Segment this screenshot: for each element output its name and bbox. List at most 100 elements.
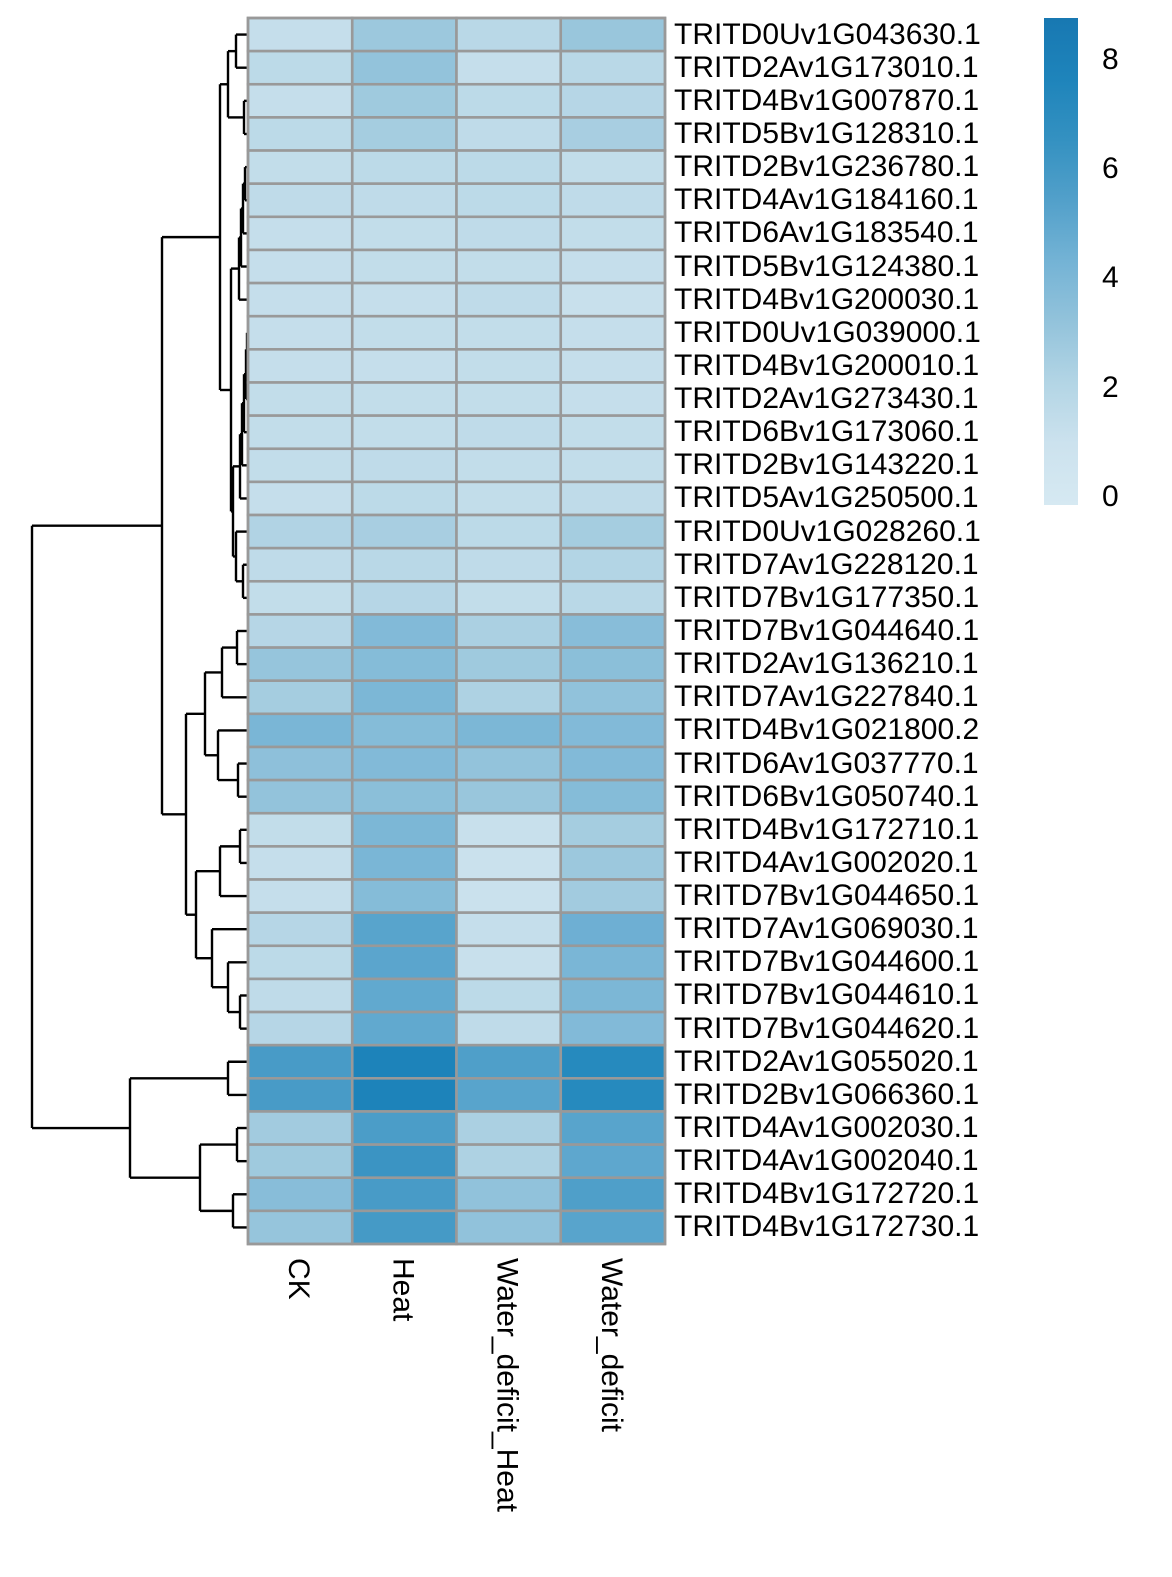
- row-label: TRITD7Av1G069030.1: [674, 912, 979, 946]
- heatmap-cell: [559, 1010, 667, 1047]
- heatmap-cell: [246, 1010, 354, 1047]
- heatmap-cell: [246, 414, 354, 451]
- heatmap-cell: [350, 116, 458, 152]
- row-label: TRITD7Bv1G044610.1: [674, 978, 980, 1012]
- row-label: TRITD4Av1G002030.1: [674, 1111, 979, 1145]
- heatmap-cell: [246, 778, 354, 815]
- heatmap-cell: [559, 845, 667, 881]
- heatmap-cell: [455, 1143, 563, 1180]
- row-label: TRITD6Bv1G050740.1: [674, 779, 980, 813]
- heatmap-cell: [455, 82, 563, 119]
- heatmap-cell: [559, 579, 667, 616]
- column-label: Water_deficit: [594, 1258, 628, 1432]
- heatmap-cell: [350, 348, 458, 384]
- heatmap-cell: [455, 878, 563, 914]
- heatmap-cell: [455, 215, 563, 252]
- row-label: TRITD4Bv1G172730.1: [674, 1210, 980, 1244]
- row-label: TRITD4Av1G002040.1: [674, 1144, 979, 1178]
- row-label: TRITD2Bv1G236780.1: [674, 150, 980, 184]
- heatmap-cell: [246, 248, 354, 285]
- heatmap-cell: [246, 745, 354, 782]
- row-label: TRITD2Av1G273430.1: [674, 382, 979, 416]
- heatmap-cell: [246, 314, 354, 351]
- heatmap-cell: [559, 878, 667, 914]
- heatmap-cell: [350, 977, 458, 1014]
- heatmap-cell: [455, 248, 563, 285]
- heatmap-cell: [455, 348, 563, 384]
- heatmap-cell: [246, 116, 354, 152]
- row-label: TRITD6Bv1G173060.1: [674, 415, 980, 449]
- heatmap-cell: [350, 447, 458, 484]
- heatmap-cell: [246, 1209, 354, 1246]
- heatmap-cell: [559, 1143, 667, 1180]
- row-label: TRITD7Av1G228120.1: [674, 547, 979, 581]
- heatmap-cell: [350, 182, 458, 219]
- heatmap-cell: [350, 215, 458, 252]
- row-label: TRITD4Bv1G172720.1: [674, 1177, 980, 1211]
- heatmap-cell: [350, 1176, 458, 1213]
- heatmap-cell: [455, 546, 563, 583]
- row-label: TRITD4Av1G002020.1: [674, 845, 979, 879]
- row-label: TRITD7Bv1G044620.1: [674, 1011, 980, 1045]
- heatmap-cell: [246, 811, 354, 848]
- heatmap-cell: [350, 381, 458, 417]
- heatmap-cell: [455, 811, 563, 848]
- heatmap-border: [246, 16, 667, 1246]
- heatmap-cell: [350, 281, 458, 318]
- heatmap-cell: [350, 1143, 458, 1180]
- row-label: TRITD6Av1G183540.1: [674, 216, 979, 250]
- row-label: TRITD7Bv1G044640.1: [674, 614, 980, 647]
- heatmap-cell: [350, 414, 458, 451]
- heatmap-cell: [350, 646, 458, 683]
- heatmap-cell: [350, 613, 458, 649]
- color-scale-tick-label: 2: [1102, 370, 1119, 404]
- row-label: TRITD0Uv1G039000.1: [674, 315, 981, 349]
- heatmap-cell: [350, 16, 458, 53]
- color-scale-tick-label: 0: [1102, 479, 1119, 513]
- heatmap-cell: [455, 1110, 563, 1146]
- heatmap-cell: [559, 778, 667, 815]
- row-label: TRITD7Av1G227840.1: [674, 680, 979, 714]
- heatmap-cell: [559, 414, 667, 451]
- heatmap-cell: [350, 1077, 458, 1113]
- row-label: TRITD2Av1G055020.1: [674, 1044, 979, 1078]
- heatmap-cell: [246, 16, 354, 53]
- heatmap-cell: [246, 215, 354, 252]
- color-scale-tick-label: 8: [1102, 43, 1119, 76]
- heatmap-cell: [246, 447, 354, 484]
- row-label: TRITD7Bv1G177350.1: [674, 580, 980, 614]
- heatmap-cell: [559, 381, 667, 417]
- heatmap-cell: [455, 646, 563, 683]
- row-label: TRITD2Bv1G066360.1: [674, 1077, 980, 1111]
- heatmap-cell: [559, 314, 667, 351]
- row-label: TRITD7Bv1G044650.1: [674, 879, 980, 913]
- heatmap-cell: [246, 513, 354, 550]
- row-label: TRITD0Uv1G028260.1: [674, 514, 981, 548]
- heatmap-cell: [559, 513, 667, 550]
- heatmap-cell: [350, 778, 458, 815]
- row-label: TRITD5Bv1G124380.1: [674, 249, 980, 283]
- heatmap-cell: [350, 944, 458, 981]
- heatmap-cell: [246, 613, 354, 649]
- heatmap-cell: [455, 1010, 563, 1047]
- heatmap-cell: [455, 977, 563, 1014]
- heatmap-cell: [455, 712, 563, 749]
- row-label: TRITD2Av1G136210.1: [674, 647, 979, 681]
- heatmap-cell: [559, 613, 667, 649]
- heatmap-cell: [455, 149, 563, 185]
- heatmap-cell: [246, 911, 354, 948]
- heatmap-cell: [559, 116, 667, 152]
- heatmap-cell: [559, 546, 667, 583]
- heatmap-cell: [455, 679, 563, 716]
- heatmap-cell: [246, 381, 354, 417]
- heatmap-cell: [246, 878, 354, 914]
- color-scale-tick-label: 4: [1102, 261, 1119, 295]
- heatmap-cell: [246, 977, 354, 1014]
- heatmap-cell: [455, 16, 563, 53]
- row-label: TRITD0Uv1G043630.1: [674, 17, 981, 51]
- heatmap-cell: [350, 712, 458, 749]
- heatmap-cell: [350, 248, 458, 285]
- row-label: TRITD5Av1G250500.1: [674, 481, 979, 515]
